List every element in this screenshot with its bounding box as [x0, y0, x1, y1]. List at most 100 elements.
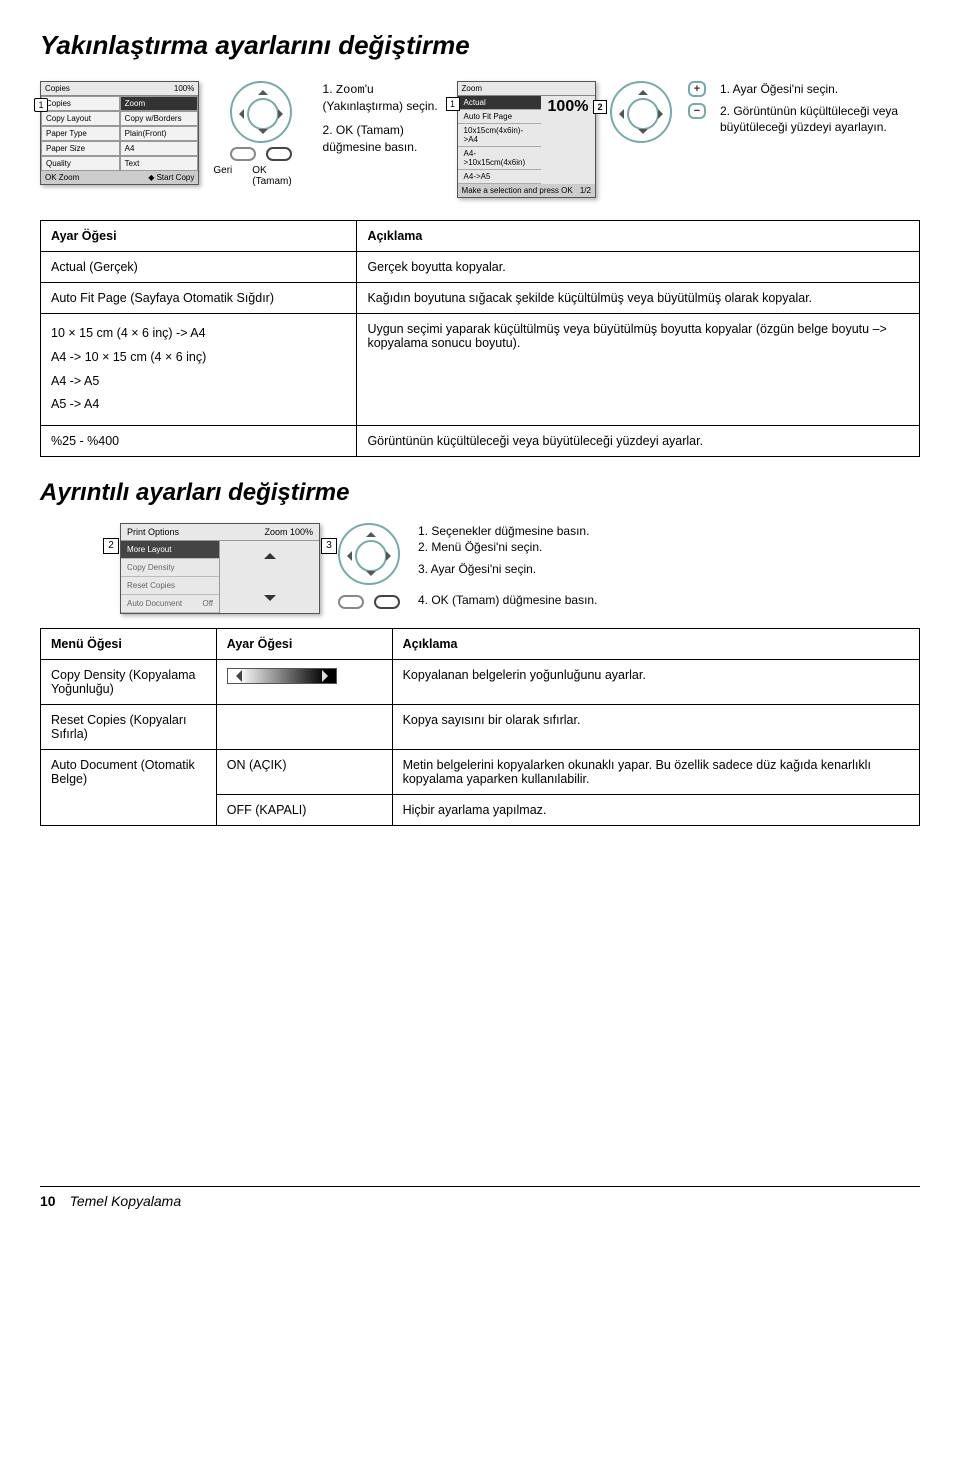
callout-2b: 2 — [103, 538, 119, 554]
opts-header-left: Print Options — [127, 527, 179, 537]
t2-head-3: Açıklama — [392, 629, 919, 660]
section2-title: Ayrıntılı ayarları değiştirme — [40, 479, 920, 507]
options-panel: 2 3 Print Options Zoom 100% More Layout … — [120, 523, 320, 614]
t2-head-1: Menü Öğesi — [41, 629, 217, 660]
t2-desc: Kopyalanan belgelerin yoğunluğunu ayarla… — [392, 660, 919, 705]
t1-item-multi: 10 × 15 cm (4 × 6 inç) -> A4A4 -> 10 × 1… — [41, 314, 357, 426]
lcd2-item: A4->A5 — [458, 170, 541, 184]
callout-1b: 1 — [446, 97, 460, 111]
step2-desc: 1. Ayar Öğesi'ni seçin. 2. Görüntünün kü… — [720, 81, 920, 136]
dpad-group-3 — [338, 523, 400, 609]
zoom-settings-table: Ayar Öğesi Açıklama Actual (Gerçek) Gerç… — [40, 220, 920, 457]
opts-desc-l2: 2. Menü Öğesi'ni seçin. — [418, 539, 597, 555]
lcd1-cell: Copy w/Borders — [120, 111, 199, 126]
opts-item: More Layout — [121, 541, 219, 559]
t1-head-1: Ayar Öğesi — [41, 221, 357, 252]
t1-desc: Gerçek boyutta kopyalar. — [357, 252, 920, 283]
opts-desc-l3: 3. Ayar Öğesi'ni seçin. — [418, 561, 597, 577]
lcd1-cell: Plain(Front) — [120, 126, 199, 141]
lcd2-item: A4->10x15cm(4x6in) — [458, 147, 541, 170]
callout-2: 2 — [593, 100, 607, 114]
opts-desc-l1: 1. Seçenekler düğmesine basın. — [418, 523, 597, 539]
opts-item: Reset Copies — [121, 577, 219, 595]
step1-desc1b: Zoom — [336, 83, 365, 97]
callout-1: 1 — [34, 98, 48, 112]
callout-3: 3 — [321, 538, 337, 554]
lcd1-cell: Paper Type — [41, 126, 120, 141]
t2-setting-density — [216, 660, 392, 705]
lcd2-item: Actual1 — [458, 96, 541, 110]
step1-desc2: 2. OK (Tamam) düğmesine basın. — [323, 122, 443, 154]
dpad-group-1: Geri OK (Tamam) — [213, 81, 308, 187]
lcd1-footer-right: ◆ Start Copy — [148, 173, 194, 182]
lcd1-header-left: Copies — [45, 84, 70, 93]
label-geri: Geri — [213, 165, 232, 187]
t1-head-2: Açıklama — [357, 221, 920, 252]
density-bar-icon — [227, 668, 337, 684]
lcd-panel-1: Copies 100% Copies1 Zoom Copy Layout Cop… — [40, 81, 199, 185]
lcd1-cell: Copies1 — [41, 96, 120, 111]
t1-desc: Kağıdın boyutuna sığacak şekilde küçültü… — [357, 283, 920, 314]
detailed-settings-table: Menü Öğesi Ayar Öğesi Açıklama Copy Dens… — [40, 628, 920, 826]
t2-setting: ON (AÇIK) — [216, 750, 392, 795]
lcd-panel-2: Zoom Actual1 Auto Fit Page 10x15cm(4x6in… — [457, 81, 596, 198]
step-row-1: Copies 100% Copies1 Zoom Copy Layout Cop… — [40, 81, 920, 198]
dpad-icon — [610, 81, 672, 143]
minus-icon: − — [688, 103, 706, 119]
page-footer: 10 Temel Kopyalama — [40, 1186, 920, 1209]
lcd1-cell: A4 — [120, 141, 199, 156]
t1-desc: Görüntünün küçültüleceği veya büyütülece… — [357, 426, 920, 457]
opts-item: Auto Document Off — [121, 595, 219, 613]
t1-desc: Uygun seçimi yaparak küçültülmüş veya bü… — [357, 314, 920, 426]
ok-pill-icon — [374, 595, 400, 609]
back-pill-icon — [338, 595, 364, 609]
opts-desc: 1. Seçenekler düğmesine basın. 2. Menü Ö… — [418, 523, 597, 608]
t2-desc: Kopya sayısını bir olarak sıfırlar. — [392, 705, 919, 750]
t2-desc: Metin belgelerini kopyalarken okunaklı y… — [392, 750, 919, 795]
t2-menu: Reset Copies (Kopyaları Sıfırla) — [41, 705, 217, 750]
t2-menu: Copy Density (Kopyalama Yoğunluğu) — [41, 660, 217, 705]
plus-minus-group: + − — [688, 81, 706, 119]
page-number: 10 — [40, 1193, 56, 1209]
lcd2-footer-right: 1/2 — [580, 186, 591, 195]
lcd1-cell: Quality — [41, 156, 120, 171]
t2-head-2: Ayar Öğesi — [216, 629, 392, 660]
zoom-value: 100% — [548, 98, 589, 115]
opts-item-val: Off — [202, 599, 213, 608]
opts-desc-l4: 4. OK (Tamam) düğmesine basın. — [418, 592, 597, 608]
t2-desc: Hiçbir ayarlama yapılmaz. — [392, 795, 919, 826]
dpad-group-2 — [610, 81, 672, 143]
lcd1-footer-left: OK Zoom — [45, 173, 79, 182]
step1-desc: 1. Zoom'u (Yakınlaştırma) seçin. 2. OK (… — [323, 81, 443, 155]
t1-item: %25 - %400 — [41, 426, 357, 457]
opts-arrow-area — [220, 541, 319, 613]
dpad-icon — [338, 523, 400, 585]
lcd2-title: Zoom — [462, 84, 482, 93]
step2-desc1: 1. Ayar Öğesi'ni seçin. — [720, 81, 920, 97]
step2-desc2: 2. Görüntünün küçültüleceği veya büyütül… — [720, 103, 920, 135]
back-pill-icon — [230, 147, 256, 161]
dpad-icon — [230, 81, 292, 143]
t1-item: Actual (Gerçek) — [41, 252, 357, 283]
step1-desc1a: 1. — [323, 82, 336, 96]
opts-item: Copy Density — [121, 559, 219, 577]
lcd1-cell: Copy Layout — [41, 111, 120, 126]
lcd1-cell: Text — [120, 156, 199, 171]
opts-header-right: Zoom 100% — [264, 527, 313, 537]
label-ok: OK (Tamam) — [252, 165, 308, 187]
chapter-name: Temel Kopyalama — [70, 1193, 182, 1209]
t2-setting: OFF (KAPALI) — [216, 795, 392, 826]
lcd2-item: Auto Fit Page — [458, 110, 541, 124]
lcd1-cell: Zoom — [120, 96, 199, 111]
opts-item-label: Auto Document — [127, 599, 182, 608]
t1-item: Auto Fit Page (Sayfaya Otomatik Sığdır) — [41, 283, 357, 314]
page-title: Yakınlaştırma ayarlarını değiştirme — [40, 30, 920, 61]
updown-arrow-icon — [262, 547, 278, 607]
t2-setting — [216, 705, 392, 750]
ok-pill-icon — [266, 147, 292, 161]
t2-menu: Auto Document (Otomatik Belge) — [41, 750, 217, 826]
plus-icon: + — [688, 81, 706, 97]
lcd2-footer-left: Make a selection and press OK — [462, 186, 573, 195]
lcd1-header-right: 100% — [174, 84, 194, 93]
lcd1-cell: Paper Size — [41, 141, 120, 156]
